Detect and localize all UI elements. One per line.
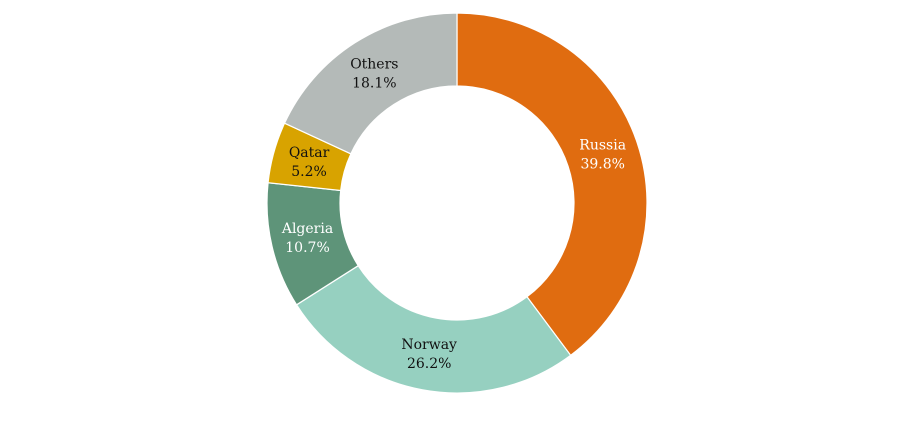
slice-name: Qatar bbox=[289, 145, 330, 161]
slice-name: Algeria bbox=[281, 221, 333, 237]
slice-value: 5.2% bbox=[291, 164, 327, 180]
slice-value: 10.7% bbox=[285, 240, 329, 256]
slice-value: 26.2% bbox=[407, 356, 451, 372]
slice bbox=[283, 12, 458, 155]
slice-name: Russia bbox=[579, 138, 626, 154]
slice bbox=[295, 264, 572, 394]
slice bbox=[456, 12, 648, 357]
slice-value: 18.1% bbox=[352, 76, 396, 92]
slice-value: 39.8% bbox=[580, 157, 624, 173]
slice-name: Others bbox=[350, 57, 398, 73]
slice-name: Norway bbox=[401, 337, 457, 353]
